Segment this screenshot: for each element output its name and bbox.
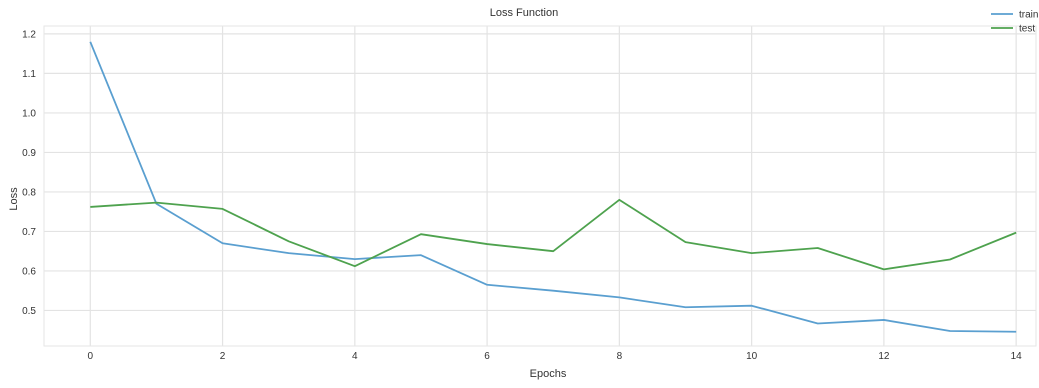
y-tick-labels: 0.5 0.6 0.7 0.8 0.9 1.0 1.1 1.2 bbox=[22, 29, 36, 317]
y-tick-label: 1.1 bbox=[22, 69, 36, 80]
x-tick-label: 4 bbox=[352, 351, 358, 362]
x-tick-label: 14 bbox=[1011, 351, 1023, 362]
y-tick-label: 0.5 bbox=[22, 306, 36, 317]
series-layer bbox=[89, 41, 1017, 333]
legend-label-train: train bbox=[1019, 10, 1038, 21]
x-tick-label: 6 bbox=[484, 351, 490, 362]
grid bbox=[44, 26, 1036, 346]
x-tick-label: 0 bbox=[88, 351, 94, 362]
legend-label-test: test bbox=[1019, 24, 1035, 35]
y-tick-label: 0.8 bbox=[22, 187, 36, 198]
series-line-train bbox=[89, 41, 1017, 333]
y-tick-label: 0.7 bbox=[22, 227, 36, 238]
chart-title: Loss Function bbox=[490, 7, 558, 19]
plot-frame bbox=[43, 25, 1037, 347]
x-tick-labels: 0 2 4 6 8 10 12 14 bbox=[88, 351, 1023, 362]
y-tick-label: 0.6 bbox=[22, 266, 36, 277]
x-tick-label: 2 bbox=[220, 351, 226, 362]
x-tick-label: 10 bbox=[746, 351, 758, 362]
x-tick-label: 12 bbox=[878, 351, 890, 362]
y-tick-label: 0.9 bbox=[22, 148, 36, 159]
x-tick-label: 8 bbox=[617, 351, 623, 362]
x-axis-title: Epochs bbox=[530, 368, 567, 380]
series-line-test bbox=[90, 198, 1017, 271]
y-tick-label: 1.2 bbox=[22, 29, 36, 40]
y-tick-label: 1.0 bbox=[22, 108, 36, 119]
y-axis-title: Loss bbox=[8, 187, 20, 211]
legend: train test bbox=[991, 10, 1038, 35]
